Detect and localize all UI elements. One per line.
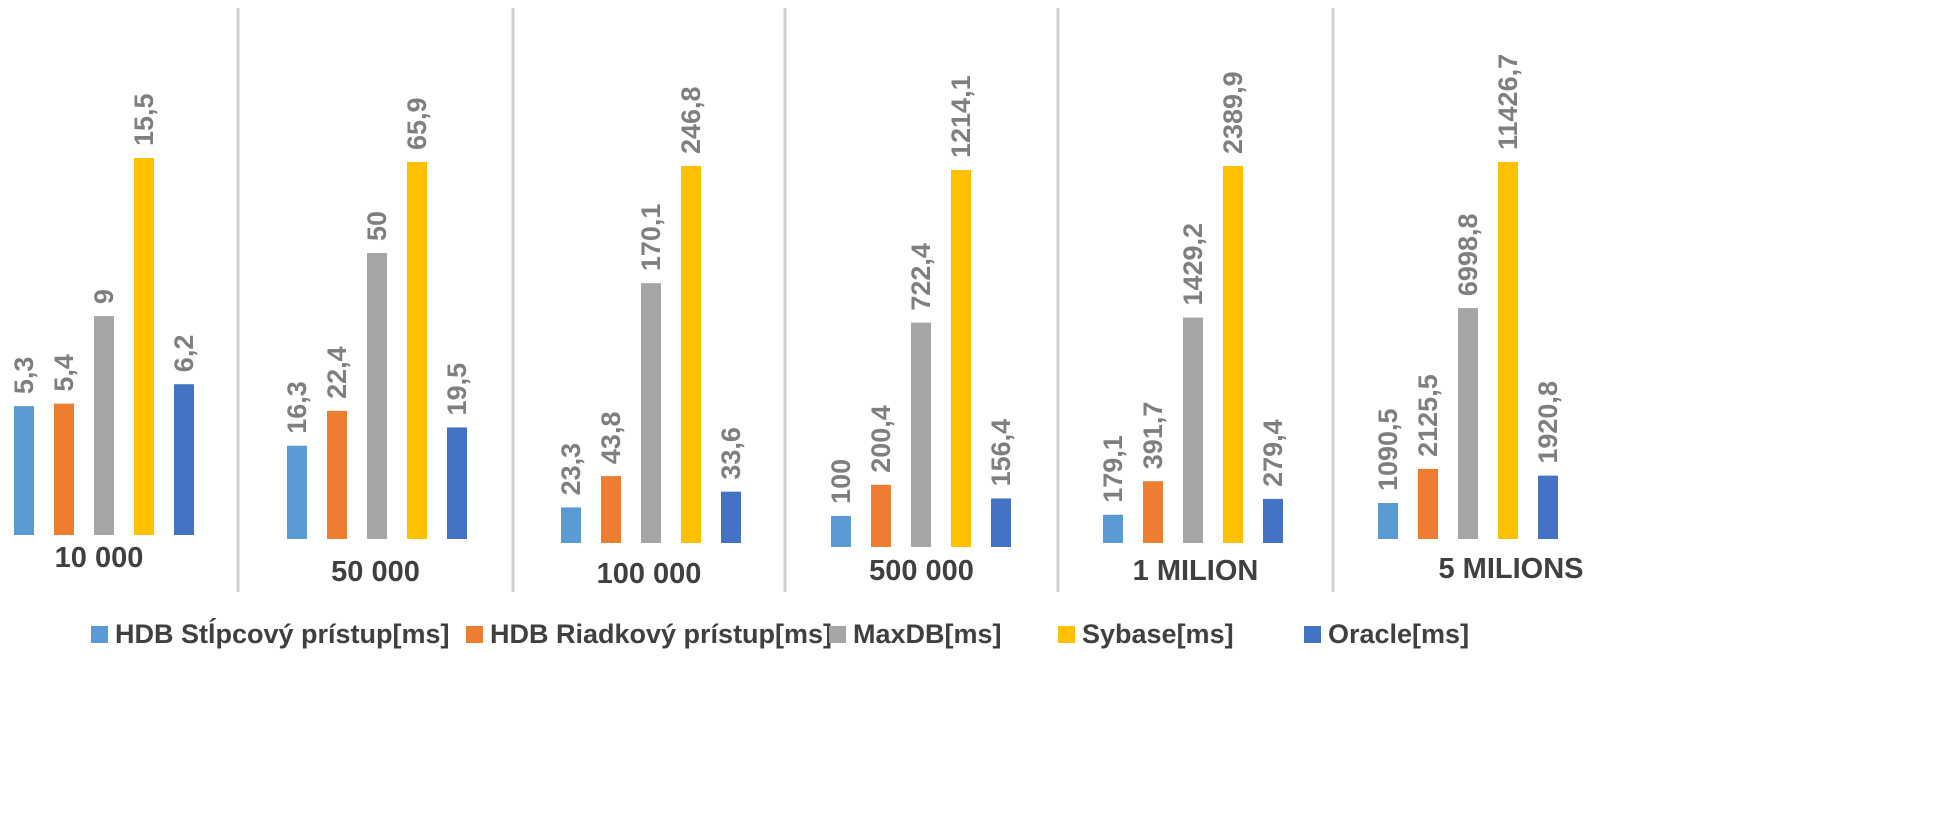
data-label: 6998,8: [1453, 213, 1483, 296]
bar: [14, 406, 34, 535]
bar: [1538, 475, 1558, 539]
data-label: 246,8: [676, 86, 706, 154]
bar: [1458, 308, 1478, 539]
bar: [871, 484, 891, 547]
data-label: 170,1: [636, 204, 666, 272]
category-label: 50 000: [331, 556, 420, 588]
data-label: 156,4: [986, 419, 1016, 487]
bar: [1263, 498, 1283, 543]
data-label: 391,7: [1138, 402, 1168, 470]
data-label: 9: [89, 289, 119, 304]
bar: [991, 498, 1011, 547]
bar: [721, 491, 741, 543]
panel-dividers: [236, 8, 1335, 592]
category-label: 1 MILION: [1133, 555, 1259, 587]
data-label: 1214,1: [946, 75, 976, 158]
bars-layer: [14, 158, 1558, 547]
legend-label: HDB Stĺpcový prístup[ms]: [115, 617, 450, 649]
data-label: 100: [826, 459, 856, 504]
bar: [681, 166, 701, 543]
data-label: 1920,8: [1533, 381, 1563, 464]
data-label: 65,9: [402, 97, 432, 150]
legend-label: HDB Riadkový prístup[ms]: [490, 619, 832, 649]
legend-label: MaxDB[ms]: [853, 619, 1002, 649]
data-label: 5,4: [49, 354, 79, 392]
data-label: 22,4: [322, 346, 352, 399]
data-label: 33,6: [716, 427, 746, 480]
data-label: 6,2: [169, 335, 199, 373]
bar: [1143, 481, 1163, 543]
data-label: 50: [362, 211, 392, 241]
bar: [831, 515, 851, 547]
bar: [407, 162, 427, 539]
data-label: 179,1: [1098, 435, 1128, 503]
data-label: 16,3: [282, 381, 312, 434]
data-label: 279,4: [1258, 419, 1288, 487]
data-label: 1090,5: [1373, 408, 1403, 491]
data-label: 1429,2: [1178, 223, 1208, 306]
data-label: 15,5: [129, 93, 159, 146]
bar: [561, 507, 581, 543]
legend-swatch: [91, 626, 108, 643]
legend-swatch: [1304, 626, 1321, 643]
legend-swatch: [829, 626, 846, 643]
data-label: 43,8: [596, 412, 626, 465]
value-labels-layer: 5,3 5,4 9 15,5 6,2 16,3 22,4 50 65,9 19,5 23,3 43,8…: [9, 54, 1563, 504]
data-label: 5,3: [9, 357, 39, 395]
legend-swatch: [466, 626, 483, 643]
bar: [174, 384, 194, 535]
data-label: 11426,7: [1493, 54, 1523, 150]
legend-swatch: [1058, 626, 1075, 643]
bar: [327, 410, 347, 539]
legend-label: Oracle[ms]: [1328, 619, 1469, 649]
bar: [641, 283, 661, 543]
data-label: 19,5: [442, 363, 472, 416]
bar: [1223, 166, 1243, 543]
bar: [367, 252, 387, 539]
data-label: 2125,5: [1413, 374, 1443, 457]
bar: [1183, 317, 1203, 543]
data-label: 2389,9: [1218, 71, 1248, 154]
bar: [911, 322, 931, 547]
bar: [1378, 503, 1398, 539]
bar: [54, 403, 74, 535]
category-label: 100 000: [597, 558, 702, 590]
category-label: 5 MILIONS: [1438, 553, 1583, 585]
legend-label: Sybase[ms]: [1082, 619, 1234, 649]
data-label: 722,4: [906, 243, 936, 311]
bar: [447, 427, 467, 539]
category-label: 10 000: [55, 542, 144, 574]
data-label: 200,4: [866, 405, 896, 473]
bar: [1103, 514, 1123, 543]
category-label: 500 000: [869, 555, 974, 587]
bar: [134, 158, 154, 535]
data-label: 23,3: [556, 443, 586, 496]
category-labels-layer: 10 000 50 000 100 000 500 000 1 MILION 5 MILI…: [55, 542, 1584, 590]
bar: [1418, 468, 1438, 539]
bar: [94, 316, 114, 535]
bar: [1498, 162, 1518, 539]
bar: [951, 170, 971, 547]
bar: [601, 476, 621, 543]
bar: [287, 445, 307, 539]
legend: HDB Stĺpcový prístup[ms] HDB Riadkový prí…: [91, 617, 1469, 649]
